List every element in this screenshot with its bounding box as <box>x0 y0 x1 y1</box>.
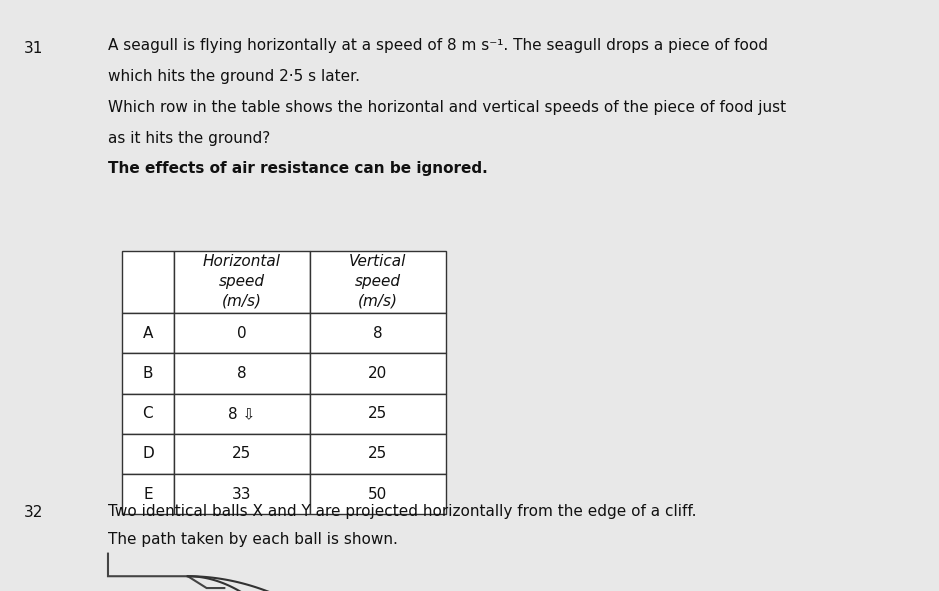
Bar <box>122 394 174 434</box>
Text: 25: 25 <box>232 446 252 462</box>
Text: The effects of air resistance can be ignored.: The effects of air resistance can be ign… <box>108 161 487 176</box>
Bar <box>122 434 174 474</box>
Bar <box>122 313 174 353</box>
Text: 8 ⇩: 8 ⇩ <box>228 406 255 421</box>
Bar <box>310 434 446 474</box>
Text: 25: 25 <box>368 406 388 421</box>
Bar <box>310 353 446 394</box>
Text: C: C <box>143 406 153 421</box>
Bar <box>174 353 310 394</box>
Text: 31: 31 <box>23 41 43 56</box>
Bar <box>122 474 174 514</box>
Text: E: E <box>143 486 153 502</box>
Text: The path taken by each ball is shown.: The path taken by each ball is shown. <box>108 532 398 547</box>
Text: A: A <box>143 326 153 341</box>
Text: 8: 8 <box>237 366 247 381</box>
Text: 8: 8 <box>373 326 383 341</box>
Text: Two identical balls X and Y are projected horizontally from the edge of a cliff.: Two identical balls X and Y are projecte… <box>108 504 697 518</box>
Text: B: B <box>143 366 153 381</box>
Text: 20: 20 <box>368 366 388 381</box>
Text: D: D <box>142 446 154 462</box>
Bar <box>310 474 446 514</box>
Text: A seagull is flying horizontally at a speed of 8 m s⁻¹. The seagull drops a piec: A seagull is flying horizontally at a sp… <box>108 38 768 53</box>
Bar <box>174 434 310 474</box>
Bar <box>174 313 310 353</box>
Text: Horizontal
speed
(m/s): Horizontal speed (m/s) <box>203 254 281 309</box>
Text: as it hits the ground?: as it hits the ground? <box>108 131 270 145</box>
Bar <box>122 353 174 394</box>
Bar <box>310 394 446 434</box>
Bar <box>174 394 310 434</box>
Text: Vertical
speed
(m/s): Vertical speed (m/s) <box>349 254 407 309</box>
Text: 25: 25 <box>368 446 388 462</box>
Text: Which row in the table shows the horizontal and vertical speeds of the piece of : Which row in the table shows the horizon… <box>108 100 786 115</box>
Text: 50: 50 <box>368 486 388 502</box>
Bar <box>174 474 310 514</box>
Bar <box>122 251 174 313</box>
Text: 0: 0 <box>237 326 247 341</box>
Bar <box>310 313 446 353</box>
Text: 32: 32 <box>23 505 43 520</box>
Text: 33: 33 <box>232 486 252 502</box>
Text: which hits the ground 2·5 s later.: which hits the ground 2·5 s later. <box>108 69 360 84</box>
